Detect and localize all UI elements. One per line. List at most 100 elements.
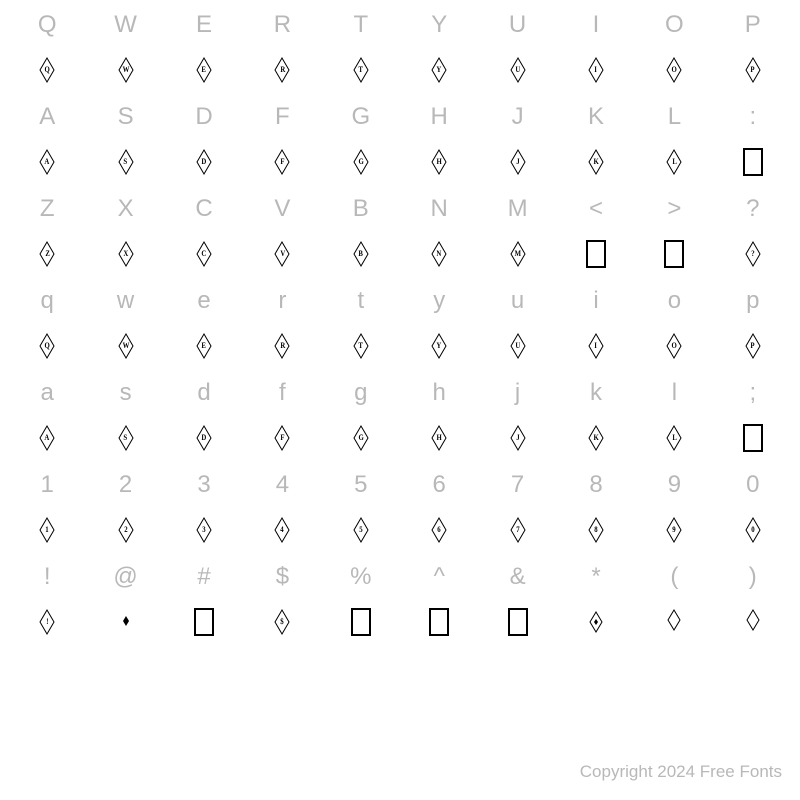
glyph-display bbox=[667, 602, 681, 642]
char-label: 0 bbox=[746, 470, 759, 500]
diamond-glyph: 5 bbox=[353, 517, 369, 543]
glyph-display: B bbox=[353, 234, 369, 274]
missing-glyph-box bbox=[743, 424, 763, 452]
diamond-glyph: I bbox=[588, 57, 604, 83]
diamond-glyph: T bbox=[353, 57, 369, 83]
glyph-display: M bbox=[510, 234, 526, 274]
glyph-display: O bbox=[666, 326, 682, 366]
diamond-glyph: G bbox=[353, 149, 369, 175]
char-cell: < bbox=[557, 194, 635, 286]
glyph-display: 8 bbox=[588, 510, 604, 550]
char-cell: pP bbox=[714, 286, 792, 378]
char-label: 2 bbox=[119, 470, 132, 500]
diamond-glyph: D bbox=[196, 149, 212, 175]
char-label: I bbox=[593, 10, 600, 40]
char-cell: ( bbox=[635, 562, 713, 654]
char-cell: QQ bbox=[8, 10, 86, 102]
char-label: B bbox=[353, 194, 369, 224]
diamond-with-dot bbox=[589, 611, 603, 633]
char-cell: 00 bbox=[714, 470, 792, 562]
diamond-glyph: 7 bbox=[510, 517, 526, 543]
char-label: g bbox=[354, 378, 367, 408]
diamond-glyph: H bbox=[431, 425, 447, 451]
glyph-display: J bbox=[510, 418, 526, 458]
char-cell: 88 bbox=[557, 470, 635, 562]
char-cell: PP bbox=[714, 10, 792, 102]
diamond-glyph: B bbox=[353, 241, 369, 267]
diamond-glyph: L bbox=[666, 149, 682, 175]
char-cell: : bbox=[714, 102, 792, 194]
char-cell: AA bbox=[8, 102, 86, 194]
glyph-display bbox=[746, 602, 760, 642]
char-label: k bbox=[590, 378, 602, 408]
diamond-glyph: 4 bbox=[274, 517, 290, 543]
diamond-glyph: 8 bbox=[588, 517, 604, 543]
glyph-display: G bbox=[353, 142, 369, 182]
glyph-display: W bbox=[118, 50, 134, 90]
char-cell: kK bbox=[557, 378, 635, 470]
char-label: ; bbox=[749, 378, 756, 408]
glyph-letter: A bbox=[45, 158, 50, 166]
glyph-letter: F bbox=[280, 434, 284, 442]
char-label: D bbox=[195, 102, 212, 132]
char-cell: 33 bbox=[165, 470, 243, 562]
glyph-display bbox=[664, 234, 684, 274]
char-cell: tT bbox=[322, 286, 400, 378]
missing-glyph-box bbox=[664, 240, 684, 268]
glyph-display: $ bbox=[274, 602, 290, 642]
glyph-display: 6 bbox=[431, 510, 447, 550]
char-label: R bbox=[274, 10, 291, 40]
char-cell: lL bbox=[635, 378, 713, 470]
diamond-glyph: ! bbox=[39, 609, 55, 635]
char-cell: RR bbox=[243, 10, 321, 102]
diamond-glyph: P bbox=[745, 333, 761, 359]
glyph-letter: 5 bbox=[359, 526, 362, 534]
char-label: Z bbox=[40, 194, 55, 224]
char-cell: ) bbox=[714, 562, 792, 654]
glyph-letter: H bbox=[437, 434, 442, 442]
char-label: C bbox=[195, 194, 212, 224]
diamond-glyph: K bbox=[588, 425, 604, 451]
char-label: J bbox=[512, 102, 524, 132]
glyph-display: 5 bbox=[353, 510, 369, 550]
diamond-glyph: W bbox=[118, 57, 134, 83]
glyph-letter: N bbox=[437, 250, 442, 258]
char-cell: SS bbox=[86, 102, 164, 194]
glyph-letter: R bbox=[280, 342, 285, 350]
character-map-grid: QQWWEERRTTYYUUIIOOPPAASSDDFFGGHHJJKKLL:Z… bbox=[8, 10, 792, 654]
char-label: 1 bbox=[41, 470, 54, 500]
glyph-display: F bbox=[274, 418, 290, 458]
glyph-letter: 9 bbox=[673, 526, 676, 534]
char-label: j bbox=[515, 378, 520, 408]
glyph-letter: E bbox=[202, 66, 207, 74]
diamond-glyph: Q bbox=[39, 57, 55, 83]
glyph-letter: P bbox=[751, 342, 755, 350]
char-cell: XX bbox=[86, 194, 164, 286]
glyph-display: 7 bbox=[510, 510, 526, 550]
glyph-display: 0 bbox=[745, 510, 761, 550]
glyph-letter: Y bbox=[437, 342, 442, 350]
char-label: V bbox=[274, 194, 290, 224]
diamond-glyph: P bbox=[745, 57, 761, 83]
glyph-display: A bbox=[39, 418, 55, 458]
char-label: E bbox=[196, 10, 212, 40]
char-cell: % bbox=[322, 562, 400, 654]
missing-glyph-box bbox=[429, 608, 449, 636]
char-cell: NN bbox=[400, 194, 478, 286]
glyph-letter: Z bbox=[45, 250, 50, 258]
char-label: 5 bbox=[354, 470, 367, 500]
glyph-display: J bbox=[510, 142, 526, 182]
char-label: h bbox=[433, 378, 446, 408]
glyph-letter: S bbox=[124, 158, 128, 166]
char-label: S bbox=[118, 102, 134, 132]
diamond-glyph: F bbox=[274, 149, 290, 175]
char-label: ) bbox=[749, 562, 757, 592]
glyph-letter: G bbox=[358, 434, 363, 442]
diamond-glyph: V bbox=[274, 241, 290, 267]
diamond-glyph: A bbox=[39, 425, 55, 451]
char-cell: 22 bbox=[86, 470, 164, 562]
char-cell: dD bbox=[165, 378, 243, 470]
char-label: r bbox=[278, 286, 286, 316]
diamond-glyph: $ bbox=[274, 609, 290, 635]
glyph-display: H bbox=[431, 142, 447, 182]
